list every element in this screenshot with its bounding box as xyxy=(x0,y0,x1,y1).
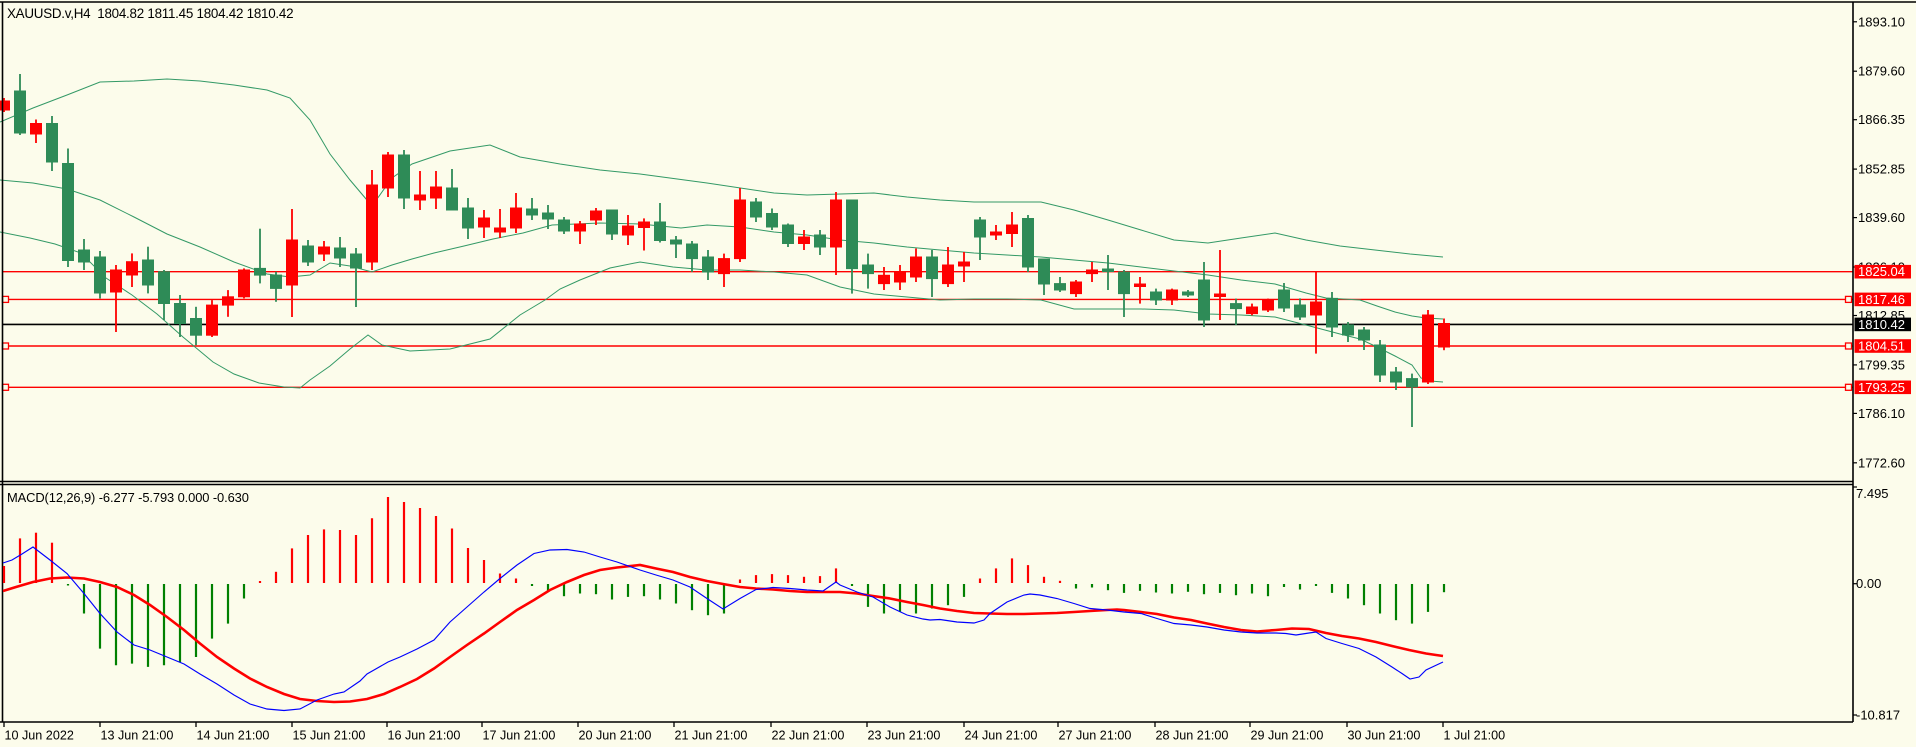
svg-text:20 Jun 21:00: 20 Jun 21:00 xyxy=(579,729,652,743)
svg-text:30 Jun 21:00: 30 Jun 21:00 xyxy=(1348,729,1421,743)
svg-text:28 Jun 21:00: 28 Jun 21:00 xyxy=(1156,729,1229,743)
svg-text:XAUUSD.v,H4 1804.82 1811.45 1: XAUUSD.v,H4 1804.82 1811.45 1804.42 1810… xyxy=(7,6,293,21)
svg-text:1852.85: 1852.85 xyxy=(1858,162,1905,177)
svg-text:17 Jun 21:00: 17 Jun 21:00 xyxy=(483,729,556,743)
svg-text:1839.60: 1839.60 xyxy=(1858,210,1905,225)
svg-text:21 Jun 21:00: 21 Jun 21:00 xyxy=(675,729,748,743)
svg-text:-10.817: -10.817 xyxy=(1856,708,1900,723)
svg-text:1804.51: 1804.51 xyxy=(1858,339,1905,354)
svg-text:1817.46: 1817.46 xyxy=(1858,292,1905,307)
svg-text:24 Jun 21:00: 24 Jun 21:00 xyxy=(965,729,1038,743)
svg-text:1879.60: 1879.60 xyxy=(1858,64,1905,79)
svg-text:29 Jun 21:00: 29 Jun 21:00 xyxy=(1251,729,1324,743)
svg-text:1 Jul 21:00: 1 Jul 21:00 xyxy=(1444,729,1506,743)
svg-text:1810.42: 1810.42 xyxy=(1858,317,1905,332)
svg-text:10 Jun 2022: 10 Jun 2022 xyxy=(5,729,74,743)
svg-text:27 Jun 21:00: 27 Jun 21:00 xyxy=(1059,729,1132,743)
svg-text:15 Jun 21:00: 15 Jun 21:00 xyxy=(293,729,366,743)
svg-text:22 Jun 21:00: 22 Jun 21:00 xyxy=(772,729,845,743)
svg-text:1893.10: 1893.10 xyxy=(1858,14,1905,29)
svg-text:1799.35: 1799.35 xyxy=(1858,357,1905,372)
svg-text:16 Jun 21:00: 16 Jun 21:00 xyxy=(388,729,461,743)
svg-text:13 Jun 21:00: 13 Jun 21:00 xyxy=(101,729,174,743)
svg-text:1866.35: 1866.35 xyxy=(1858,112,1905,127)
svg-text:1772.60: 1772.60 xyxy=(1858,455,1905,470)
svg-text:1793.25: 1793.25 xyxy=(1858,380,1905,395)
svg-text:1786.10: 1786.10 xyxy=(1858,406,1905,421)
svg-text:7.495: 7.495 xyxy=(1856,486,1889,501)
svg-text:23 Jun 21:00: 23 Jun 21:00 xyxy=(868,729,941,743)
svg-text:14 Jun 21:00: 14 Jun 21:00 xyxy=(197,729,270,743)
svg-text:MACD(12,26,9) -6.277 -5.793 0.: MACD(12,26,9) -6.277 -5.793 0.000 -0.630 xyxy=(7,490,249,505)
svg-text:1825.04: 1825.04 xyxy=(1858,264,1905,279)
svg-text:0.00: 0.00 xyxy=(1856,576,1881,591)
